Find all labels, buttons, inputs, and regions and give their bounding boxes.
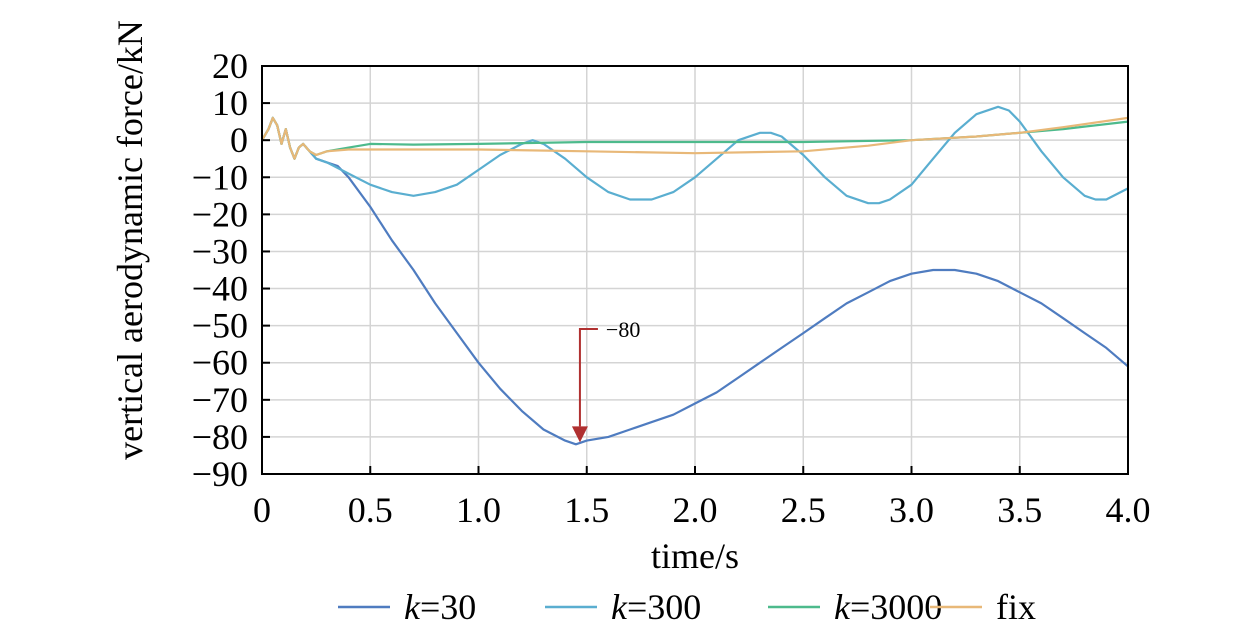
y-tick-label: −80 bbox=[192, 417, 248, 457]
legend: k=30 k=300 k=3000 fix bbox=[338, 587, 1036, 627]
x-tick-label: 1.0 bbox=[456, 490, 501, 530]
grid bbox=[262, 66, 1128, 474]
tick-labels: 0 0.5 1.0 1.5 2.0 2.5 3.0 3.5 4.020100−10−20−30−… bbox=[192, 46, 1151, 530]
y-tick-label: −10 bbox=[192, 157, 248, 197]
y-tick-label: −90 bbox=[192, 454, 248, 494]
y-tick-label: 0 bbox=[230, 120, 248, 160]
x-tick-label: 3.0 bbox=[889, 490, 934, 530]
y-tick-label: −70 bbox=[192, 380, 248, 420]
x-tick-label: 3.5 bbox=[997, 490, 1042, 530]
y-tick-label: 20 bbox=[212, 46, 248, 86]
y-tick-label: −50 bbox=[192, 306, 248, 346]
x-tick-label: 0.5 bbox=[348, 490, 393, 530]
y-tick-label: −20 bbox=[192, 194, 248, 234]
plot-frame bbox=[261, 65, 1129, 475]
legend-label: k=3000 bbox=[834, 587, 942, 627]
series-line bbox=[261, 116, 1129, 160]
y-tick-label: −40 bbox=[192, 269, 248, 309]
annotations: −80 bbox=[571, 317, 640, 443]
annotation-label: −80 bbox=[606, 317, 640, 342]
legend-label: k=300 bbox=[611, 587, 701, 627]
x-tick-label: 4.0 bbox=[1106, 490, 1151, 530]
y-tick-label: −60 bbox=[192, 343, 248, 383]
series-lines bbox=[261, 105, 1129, 446]
y-tick-label: −30 bbox=[192, 231, 248, 271]
y-axis-title: vertical aerodynamic force/kN bbox=[110, 20, 150, 460]
legend-label: k=30 bbox=[404, 587, 476, 627]
x-tick-label: 0 bbox=[253, 490, 271, 530]
x-tick-label: 2.0 bbox=[673, 490, 718, 530]
annotation-arrow-line bbox=[578, 328, 598, 427]
x-tick-label: 2.5 bbox=[781, 490, 826, 530]
legend-label: fix bbox=[996, 587, 1036, 627]
x-axis-title: time/s bbox=[651, 536, 739, 576]
y-tick-label: 10 bbox=[212, 83, 248, 123]
x-tick-label: 1.5 bbox=[564, 490, 609, 530]
annotation-arrow-head bbox=[571, 426, 588, 443]
